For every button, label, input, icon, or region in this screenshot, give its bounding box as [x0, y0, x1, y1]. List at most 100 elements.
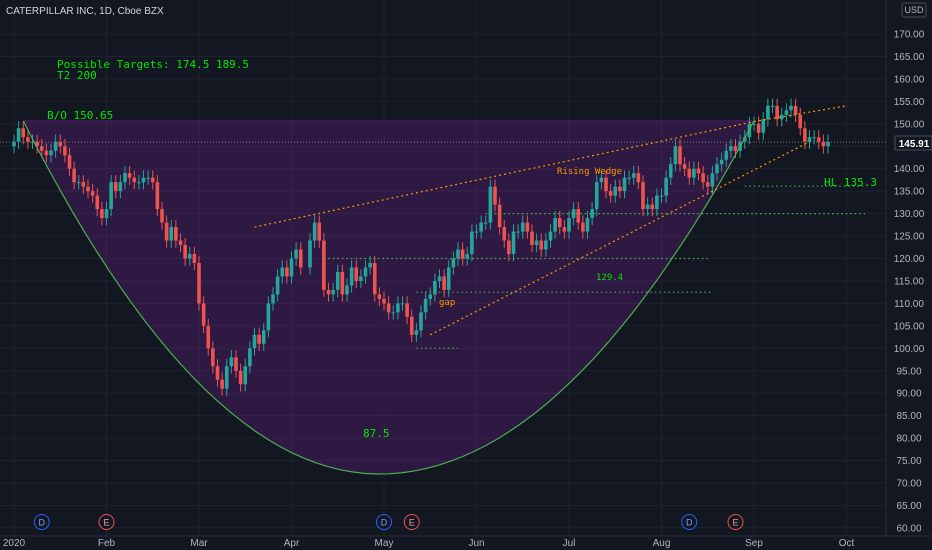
candle-body[interactable] [775, 105, 779, 120]
candle-body[interactable] [479, 222, 483, 232]
candle-body[interactable] [433, 280, 437, 295]
candle-body[interactable] [664, 177, 668, 196]
candle-body[interactable] [696, 168, 701, 174]
candle-body[interactable] [682, 164, 687, 169]
candle-body[interactable] [95, 195, 100, 210]
candle-body[interactable] [35, 141, 39, 147]
candle-body[interactable] [229, 357, 234, 367]
candle-body[interactable] [206, 325, 211, 349]
wedge-extension-line[interactable] [753, 105, 847, 123]
candle-body[interactable] [12, 141, 16, 147]
cup-outline-line[interactable] [22, 120, 755, 475]
candle-body[interactable] [423, 298, 428, 313]
candle-body[interactable] [238, 370, 243, 385]
candle-body[interactable] [400, 303, 405, 305]
candle-body[interactable] [437, 276, 442, 281]
candle-body[interactable] [803, 128, 807, 142]
candle-body[interactable] [599, 177, 604, 183]
candle-body[interactable] [636, 173, 641, 183]
candle-body[interactable] [539, 240, 544, 250]
candle-body[interactable] [81, 182, 86, 187]
candle-body[interactable] [224, 366, 229, 389]
candle-body[interactable] [280, 267, 285, 277]
candle-body[interactable] [659, 195, 664, 197]
candle-body[interactable] [576, 209, 581, 223]
candle-body[interactable] [76, 182, 81, 184]
candle-body[interactable] [465, 254, 470, 259]
candle-body[interactable] [340, 271, 345, 295]
candle-body[interactable] [234, 357, 238, 371]
candle-body[interactable] [275, 276, 280, 295]
wedge-upper-line[interactable] [254, 120, 755, 228]
candle-body[interactable] [26, 137, 30, 142]
candle-body[interactable] [150, 177, 155, 183]
candle-body[interactable] [266, 303, 271, 331]
candle-body[interactable] [308, 240, 312, 268]
candle-body[interactable] [335, 271, 340, 290]
candle-body[interactable] [779, 114, 784, 120]
candle-body[interactable] [742, 137, 747, 142]
candle-body[interactable] [298, 249, 303, 268]
candle-body[interactable] [243, 366, 248, 385]
candle-body[interactable] [155, 182, 160, 210]
candle-body[interactable] [386, 303, 391, 313]
candle-body[interactable] [641, 182, 645, 210]
candle-body[interactable] [354, 267, 359, 281]
candle-body[interactable] [409, 316, 414, 335]
candle-body[interactable] [372, 262, 377, 295]
candle-body[interactable] [687, 168, 692, 178]
candle-body[interactable] [21, 128, 26, 138]
candle-body[interactable] [507, 240, 511, 255]
candle-body[interactable] [812, 137, 816, 139]
candle-body[interactable] [534, 240, 539, 246]
dividend-marker[interactable] [33, 514, 50, 530]
candle-body[interactable] [761, 119, 766, 133]
candle-body[interactable] [724, 150, 729, 160]
candle-body[interactable] [581, 222, 585, 232]
earnings-marker[interactable] [403, 514, 420, 530]
candle-body[interactable] [557, 218, 562, 228]
candle-body[interactable] [618, 186, 622, 192]
candle-body[interactable] [470, 231, 474, 255]
candle-body[interactable] [544, 240, 548, 250]
candle-body[interactable] [86, 186, 90, 192]
candle-body[interactable] [502, 227, 507, 241]
candle-body[interactable] [187, 254, 192, 259]
candle-body[interactable] [493, 186, 497, 205]
candle-body[interactable] [460, 249, 465, 259]
candle-body[interactable] [169, 227, 174, 241]
candle-body[interactable] [146, 177, 150, 179]
candle-body[interactable] [118, 182, 123, 192]
candle-body[interactable] [359, 276, 363, 281]
candle-body[interactable] [289, 258, 294, 277]
candle-body[interactable] [567, 218, 571, 232]
candle-body[interactable] [590, 209, 594, 219]
dividend-marker[interactable] [681, 514, 698, 530]
candle-body[interactable] [719, 159, 724, 165]
candle-body[interactable] [678, 146, 682, 165]
dividend-marker[interactable] [376, 514, 392, 530]
candle-body[interactable] [132, 177, 137, 183]
candle-body[interactable] [488, 186, 493, 223]
candle-body[interactable] [109, 182, 113, 210]
candle-body[interactable] [160, 209, 164, 223]
candle-body[interactable] [710, 173, 715, 187]
candle-body[interactable] [729, 146, 733, 151]
drawing-lines[interactable] [0, 105, 886, 475]
earnings-marker[interactable] [727, 514, 744, 530]
candle-body[interactable] [655, 195, 659, 210]
candle-body[interactable] [419, 312, 423, 331]
candle-body[interactable] [141, 177, 146, 183]
candle-body[interactable] [562, 227, 567, 232]
candle-body[interactable] [733, 146, 738, 151]
candle-body[interactable] [497, 204, 502, 228]
candle-body[interactable] [363, 267, 368, 277]
candle-body[interactable] [220, 379, 224, 389]
candle-body[interactable] [391, 312, 396, 314]
candle-body[interactable] [164, 222, 169, 241]
candle-body[interactable] [90, 191, 95, 196]
candle-body[interactable] [752, 123, 756, 125]
candle-body[interactable] [456, 249, 460, 259]
candle-body[interactable] [197, 262, 201, 304]
